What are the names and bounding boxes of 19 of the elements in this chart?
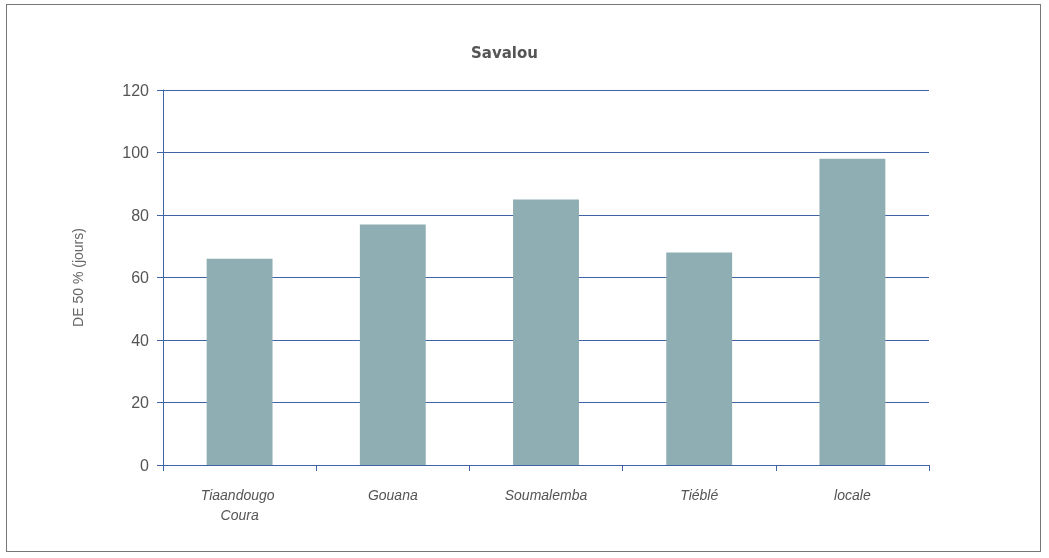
x-tick-label: Soumalemba [504,487,588,503]
y-tick-label: 80 [131,206,150,224]
chart-title: Savalou [471,43,538,62]
x-tick-label: Tiaandougo Coura [200,487,279,523]
bar [819,158,886,465]
bar [666,252,733,465]
y-tick-label: 60 [131,269,150,286]
x-tick-label: Gouana [367,487,418,503]
bar [513,199,579,465]
x-tick-label: Tiéblé [680,487,719,503]
bar [206,258,273,465]
y-axis-title: DE 50 % (jours) [70,228,86,327]
y-tick-label: 40 [131,331,150,349]
x-tick-label: locale [834,487,871,503]
y-tick-label: 20 [131,394,150,411]
y-tick-label: 120 [122,81,150,99]
y-tick-label: 0 [140,456,150,474]
bar [359,224,426,465]
y-tick-label: 100 [122,144,150,161]
